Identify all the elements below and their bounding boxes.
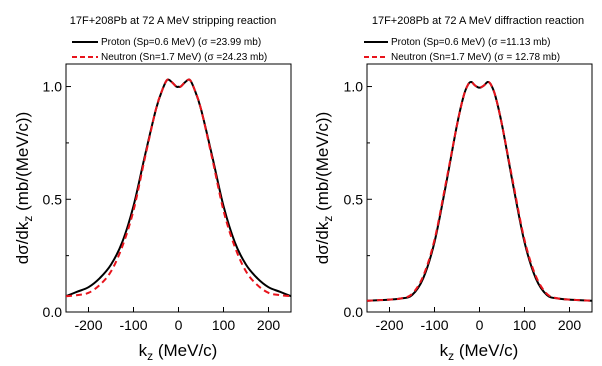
- x-tick-label: 0: [175, 317, 183, 333]
- legend-series-name: Proton (Sp=0.6 MeV): [391, 37, 485, 48]
- y-tick-label: 0.0: [43, 304, 63, 320]
- legend-series-name: Neutron (Sn=1.7 MeV): [391, 52, 491, 63]
- x-tick-label: -200: [375, 317, 403, 333]
- y-tick-label: 0.5: [43, 191, 63, 207]
- series-line-neutron: [65, 78, 292, 298]
- legend-sigma: (σ =23.99 mb): [198, 37, 261, 48]
- plot-frame: [65, 63, 292, 313]
- y-tick-label: 1.0: [43, 79, 63, 95]
- series-line-proton: [65, 78, 292, 298]
- plot-area: -200 -100 0 100 200 0.0 0.5 1.0: [344, 79, 593, 333]
- legend-entry-proton: Proton (Sp=0.6 MeV) (σ =23.99 mb): [72, 37, 261, 48]
- x-tick-label: 100: [513, 317, 537, 333]
- chart-diffraction: 17F+208Pb at 72 A MeV diffraction reacti…: [313, 15, 593, 363]
- x-axis-label: kz (MeV/c): [440, 341, 519, 363]
- legend: Proton (Sp=0.6 MeV) (σ =11.13 mb) Neutro…: [364, 37, 560, 63]
- y-axis-label: dσ/dkz (mb/(MeV/c)): [13, 112, 35, 265]
- x-axis-label: kz (MeV/c): [139, 341, 218, 363]
- legend-sigma: (σ = 12.78 mb): [494, 52, 560, 63]
- legend-label-proton: Proton (Sp=0.6 MeV) (σ =23.99 mb): [101, 37, 261, 48]
- series-line-neutron: [366, 80, 593, 302]
- chart-stripping: 17F+208Pb at 72 A MeV stripping reaction…: [13, 15, 292, 363]
- series-line-proton: [366, 80, 593, 302]
- legend-entry-neutron: Neutron (Sn=1.7 MeV) (σ =24.23 mb): [72, 52, 267, 63]
- x-tick-label: 100: [212, 317, 236, 333]
- legend-entry-neutron: Neutron (Sn=1.7 MeV) (σ = 12.78 mb): [364, 52, 560, 63]
- y-axis-label: dσ/dkz (mb/(MeV/c)): [313, 112, 335, 265]
- x-tick-label: 0: [476, 317, 484, 333]
- plot-area: -200 -100 0 100 200 0.0 0.5 1.0: [43, 78, 292, 333]
- x-tick-label: 200: [558, 317, 582, 333]
- legend-sigma: (σ =24.23 mb): [204, 52, 267, 63]
- y-tick-label: 1.0: [344, 79, 364, 95]
- chart-title: 17F+208Pb at 72 A MeV stripping reaction: [70, 15, 276, 27]
- y-tick-label: 0.0: [344, 304, 364, 320]
- x-tick-label: -100: [420, 317, 448, 333]
- legend-sigma: (σ =11.13 mb): [488, 37, 550, 48]
- legend-entry-proton: Proton (Sp=0.6 MeV) (σ =11.13 mb): [364, 37, 550, 48]
- chart-title: 17F+208Pb at 72 A MeV diffraction reacti…: [372, 15, 584, 27]
- y-tick-label: 0.5: [344, 191, 364, 207]
- x-tick-label: -200: [74, 317, 102, 333]
- legend-label-neutron: Neutron (Sn=1.7 MeV) (σ = 12.78 mb): [391, 52, 560, 63]
- x-tick-label: 200: [257, 317, 281, 333]
- legend-series-name: Neutron (Sn=1.7 MeV): [101, 52, 201, 63]
- legend-series-name: Proton (Sp=0.6 MeV): [101, 37, 195, 48]
- legend: Proton (Sp=0.6 MeV) (σ =23.99 mb) Neutro…: [72, 37, 267, 63]
- x-tick-label: -100: [119, 317, 147, 333]
- legend-label-proton: Proton (Sp=0.6 MeV) (σ =11.13 mb): [391, 37, 550, 48]
- legend-label-neutron: Neutron (Sn=1.7 MeV) (σ =24.23 mb): [101, 52, 267, 63]
- plot-frame: [366, 63, 593, 313]
